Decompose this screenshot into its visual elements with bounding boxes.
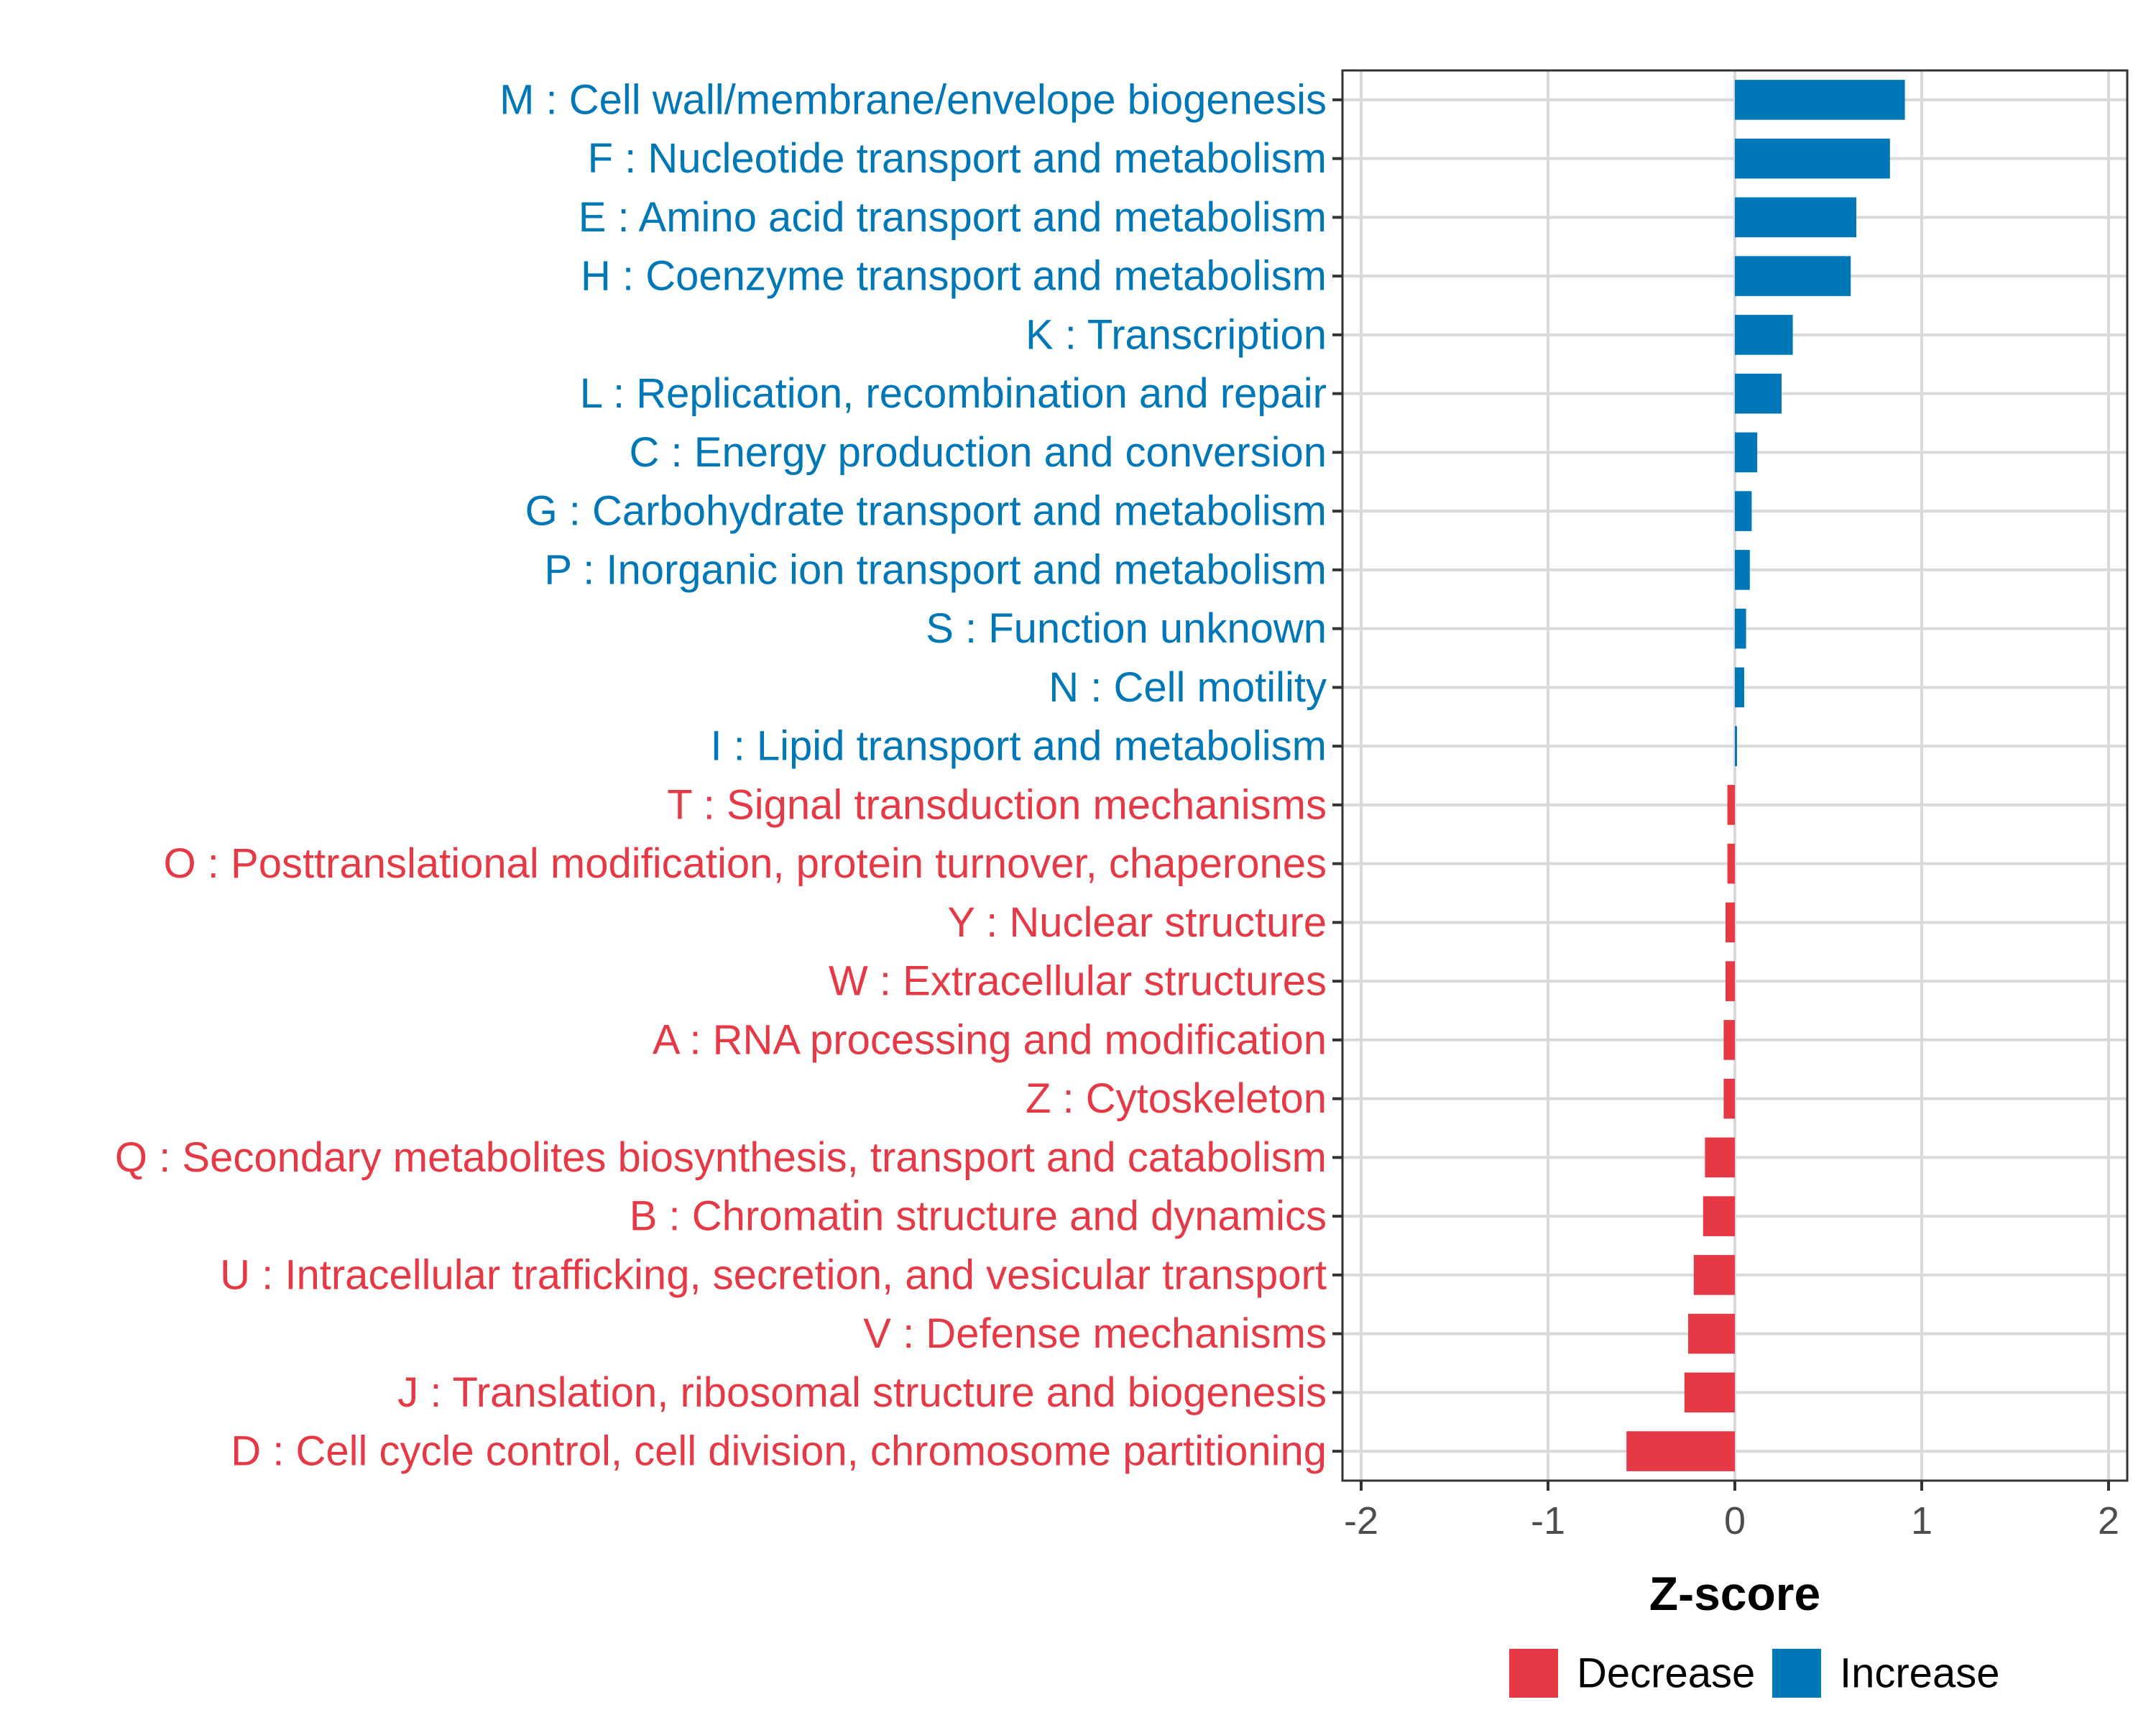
bar [1723,1020,1735,1060]
category-labels: M : Cell wall/membrane/envelope biogenes… [115,76,1342,1475]
bar [1735,256,1851,296]
legend-swatch [1772,1649,1821,1698]
bar [1735,491,1752,531]
category-label: O : Posttranslational modification, prot… [164,840,1327,887]
category-label: C : Energy production and conversion [630,429,1327,476]
category-label: B : Chromatin structure and dynamics [630,1193,1327,1240]
category-label: F : Nucleotide transport and metabolism [588,135,1327,182]
legend: Decrease Increase [1509,1649,1999,1698]
category-label: H : Coenzyme transport and metabolism [581,253,1327,300]
x-tick-label: 2 [2098,1499,2119,1542]
x-tick-label: -1 [1531,1499,1565,1542]
category-label: P : Inorganic ion transport and metaboli… [544,546,1327,593]
category-label: E : Amino acid transport and metabolism [579,194,1327,241]
legend-label: Decrease [1577,1650,1755,1697]
category-label: T : Signal transduction mechanisms [667,781,1327,828]
category-label: Y : Nuclear structure [947,899,1327,946]
bar [1723,1078,1735,1119]
category-label: K : Transcription [1026,311,1327,358]
bar [1726,902,1735,943]
category-label: I : Lipid transport and metabolism [710,723,1327,770]
bars [1626,80,1905,1471]
x-tick-label: 0 [1724,1499,1746,1542]
bar [1684,1372,1735,1413]
bar [1727,785,1735,825]
bar [1735,197,1856,238]
category-label: M : Cell wall/membrane/envelope biogenes… [499,76,1327,123]
bar [1703,1196,1735,1236]
bar [1688,1313,1735,1354]
bar [1735,373,1782,414]
category-label: W : Extracellular structures [829,958,1327,1005]
bar [1705,1137,1735,1178]
bar [1735,138,1890,179]
category-label: S : Function unknown [926,605,1327,652]
bar [1626,1431,1735,1471]
category-label: U : Intracellular trafficking, secretion… [220,1251,1327,1298]
category-label: J : Translation, ribosomal structure and… [397,1369,1327,1416]
bar [1693,1255,1735,1295]
bar [1735,667,1744,708]
x-tick-label: 1 [1911,1499,1932,1542]
bar [1735,432,1758,473]
bar [1735,550,1750,590]
bar [1735,608,1746,649]
category-label: Q : Secondary metabolites biosynthesis, … [115,1134,1327,1181]
x-axis-ticks: -2 -1 0 1 2 [1344,1481,2119,1542]
category-label: Z : Cytoskeleton [1026,1075,1327,1122]
category-label: D : Cell cycle control, cell division, c… [231,1428,1327,1475]
legend-swatch [1509,1649,1558,1698]
category-label: A : RNA processing and modification [653,1016,1327,1063]
legend-label: Increase [1840,1650,1999,1697]
bar [1735,726,1737,766]
bar [1735,80,1905,120]
category-label: N : Cell motility [1049,664,1327,711]
x-tick-label: -2 [1344,1499,1378,1542]
category-label: L : Replication, recombination and repai… [580,370,1327,417]
x-axis-title: Z-score [1649,1567,1820,1620]
bar [1726,961,1735,1001]
category-label: V : Defense mechanisms [863,1310,1327,1357]
bar [1735,315,1793,355]
category-label: G : Carbohydrate transport and metabolis… [525,488,1327,535]
bar [1727,843,1735,884]
